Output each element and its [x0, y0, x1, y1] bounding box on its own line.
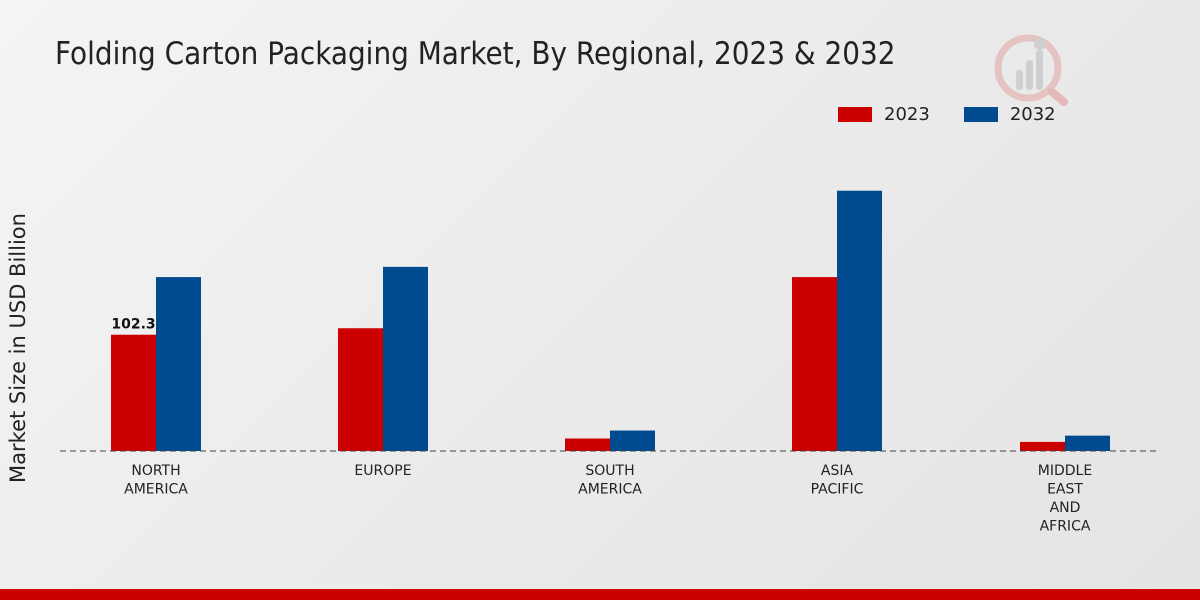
x-tick-label-4-0: MIDDLE: [1038, 463, 1092, 479]
data-label-0: 102.3: [111, 317, 155, 333]
bar-2023-2: [565, 438, 610, 451]
x-tick-label-2-1: AMERICA: [578, 482, 642, 498]
x-tick-label-4-1: EAST: [1047, 482, 1083, 498]
legend: 2023 2032: [838, 104, 1090, 125]
bar-2032-1: [383, 266, 428, 451]
x-tick-label-3-1: PACIFIC: [811, 482, 864, 498]
bar-2023-1: [338, 328, 383, 451]
x-tick-label-2-0: SOUTH: [585, 463, 634, 479]
x-tick-label-3-0: ASIA: [821, 463, 854, 479]
x-tick-label-1-0: EUROPE: [354, 463, 411, 479]
legend-label-2032: 2032: [1009, 104, 1056, 125]
bar-2023-0: [111, 334, 156, 451]
legend-label-2023: 2023: [884, 104, 930, 125]
bar-2032-0: [156, 277, 201, 451]
chart-title: Folding Carton Packaging Market, By Regi…: [55, 36, 896, 72]
x-tick-label-4-3: AFRICA: [1040, 519, 1091, 535]
legend-swatch-2032: [963, 107, 998, 122]
legend-swatch-2023: [838, 107, 872, 122]
legend-item-2023: 2023: [838, 104, 930, 125]
bar-2023-4: [1020, 441, 1065, 451]
bar-2032-3: [837, 190, 882, 451]
bar-2032-2: [610, 430, 655, 451]
x-tick-label-4-2: AND: [1050, 500, 1081, 516]
footer-accent-bar: [0, 589, 1200, 600]
brand-logo-icon: [994, 34, 1068, 106]
x-tick-label-0-1: AMERICA: [124, 482, 188, 498]
bar-2023-3: [792, 277, 837, 451]
x-tick-label-0-0: NORTH: [131, 463, 180, 479]
legend-item-2032: 2032: [963, 104, 1056, 125]
bar-2032-4: [1065, 435, 1110, 451]
